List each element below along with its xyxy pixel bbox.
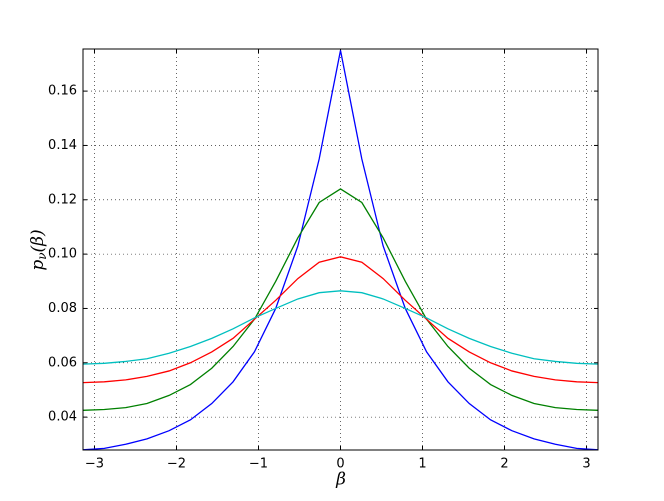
y-label-sub: ν (35, 252, 49, 259)
x-tick-label: −3 (85, 457, 104, 472)
line-series (83, 290, 598, 365)
y-tick-label: 0.12 (48, 192, 77, 207)
line-series (83, 256, 598, 384)
y-tick-label: 0.16 (48, 84, 77, 99)
y-tick-label: 0.08 (48, 301, 77, 316)
plot-frame (82, 48, 599, 451)
x-tick-label: −1 (249, 457, 268, 472)
x-tick-label: 2 (500, 457, 508, 472)
y-tick-label: 0.10 (48, 247, 77, 262)
x-axis-label: β (335, 470, 346, 490)
y-axis-label: pν(β) (28, 229, 49, 270)
y-label-rest: (β) (28, 229, 48, 252)
y-tick-label: 0.14 (48, 138, 77, 153)
y-label-main: p (28, 260, 48, 271)
y-tick-label: 0.04 (48, 410, 77, 425)
x-tick-label: 3 (582, 457, 590, 472)
x-tick-label: 0 (336, 457, 344, 472)
x-tick-label: −2 (167, 457, 186, 472)
y-tick-label: 0.06 (48, 355, 77, 370)
x-tick-label: 1 (418, 457, 426, 472)
line-series (83, 50, 598, 450)
line-series (83, 188, 598, 411)
